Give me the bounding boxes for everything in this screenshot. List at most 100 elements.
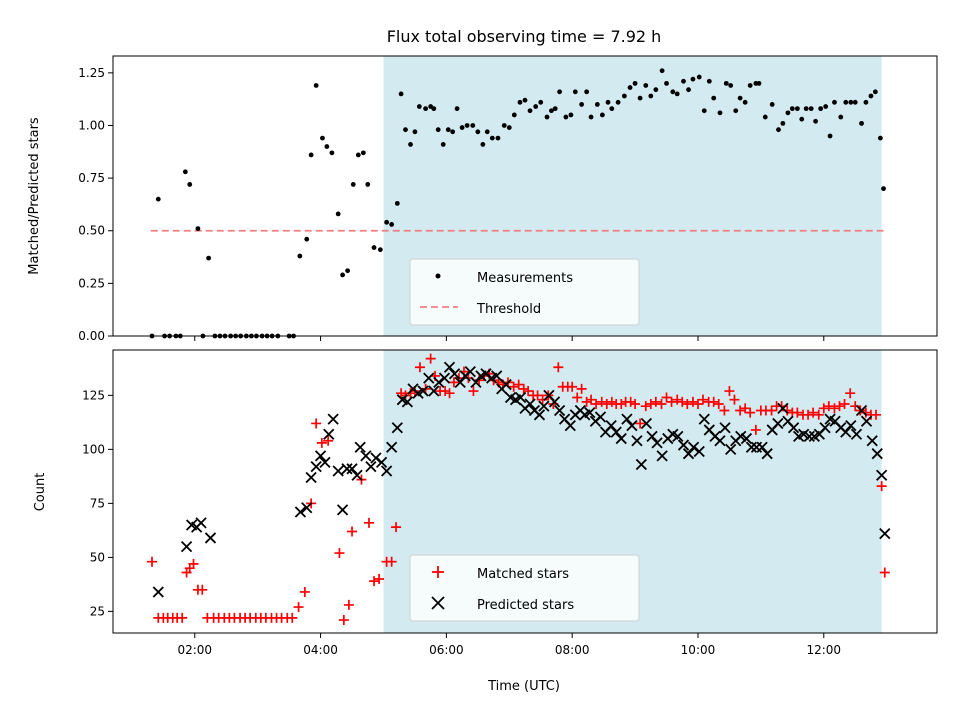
matched-star-point: [808, 407, 819, 418]
measurement-point: [475, 129, 481, 135]
measurement-point: [785, 110, 791, 116]
measurement-point: [690, 76, 696, 82]
matched-star-point: [834, 401, 845, 412]
matched-star-point: [177, 612, 188, 623]
measurement-point: [579, 102, 585, 107]
matched-star-point: [188, 558, 199, 569]
predicted-star-point: [319, 456, 331, 468]
measurement-point: [297, 253, 303, 259]
measurement-point: [423, 106, 429, 112]
measurement-point: [877, 135, 883, 141]
top-y-tick-label: 0.00: [78, 329, 105, 343]
matched-star-point: [596, 396, 607, 407]
predicted-star-point: [651, 437, 663, 449]
measurement-point: [848, 99, 854, 105]
matched-star-point: [316, 437, 327, 448]
predicted-star-point: [621, 413, 633, 425]
matched-star-point: [299, 586, 310, 597]
predicted-star-point: [693, 445, 705, 458]
legend-predicted-label: Predicted stars: [477, 598, 574, 613]
predicted-star-point: [772, 417, 784, 430]
measurement-point: [706, 78, 712, 84]
predicted-star-point: [180, 540, 193, 553]
predicted-star-point: [448, 368, 461, 380]
matched-star-point: [576, 383, 587, 394]
measurement-point: [440, 142, 446, 147]
predicted-star-point: [380, 465, 393, 477]
measurement-point: [187, 182, 193, 187]
predicted-star-point: [391, 422, 403, 434]
matched-star-point: [829, 403, 840, 414]
top-y-tick-label: 0.50: [78, 224, 105, 238]
bottom-y-tick-label: 75: [90, 496, 105, 510]
matched-star-point: [823, 401, 834, 412]
predicted-star-point: [626, 419, 638, 432]
matched-star-point: [745, 407, 756, 418]
top-panel: 0.00 0.25 0.50 0.75 1.00 1.25 Matched/Predict…: [27, 55, 938, 343]
measurement-point: [747, 83, 753, 88]
measurement-point: [621, 93, 627, 99]
predicted-star-point: [438, 372, 451, 384]
matched-star-point: [813, 409, 824, 420]
matched-star-point: [876, 481, 887, 492]
predicted-star-point: [640, 417, 653, 430]
measurement-point: [794, 106, 800, 112]
measurement-point: [659, 68, 665, 74]
measurement-point: [863, 99, 869, 105]
predicted-star-point: [443, 361, 456, 373]
measurement-point: [803, 106, 809, 112]
matched-star-point: [532, 390, 543, 401]
measurement-point: [384, 219, 390, 225]
measurement-point: [182, 169, 188, 175]
matched-star-point: [369, 576, 380, 587]
measurement-point: [733, 108, 739, 114]
measurement-point: [155, 196, 161, 202]
predicted-star-point: [879, 527, 891, 540]
predicted-star-point: [336, 504, 349, 516]
measurement-point: [859, 120, 864, 126]
predicted-star-point: [323, 428, 335, 440]
measurement-point: [711, 95, 717, 101]
measurement-point: [340, 272, 345, 278]
predicted-star-point: [761, 448, 773, 460]
predicted-star-point: [491, 370, 503, 382]
matched-star-point: [425, 353, 436, 364]
predicted-star-point: [698, 413, 710, 425]
matched-star-point: [713, 399, 724, 410]
predicted-star-point: [423, 372, 435, 384]
measurement-point: [511, 112, 517, 118]
predicted-star-point: [740, 432, 753, 445]
predicted-star-point: [677, 439, 690, 451]
matched-star-point: [879, 567, 890, 578]
measurement-point: [737, 95, 743, 101]
predicted-star-point: [195, 517, 207, 529]
matched-star-point: [645, 399, 656, 410]
x-axis-label: Time (UTC): [487, 679, 560, 694]
matched-star-point: [766, 405, 777, 416]
measurement-point: [377, 247, 383, 253]
matched-star-point: [146, 556, 157, 567]
predicted-star-point: [341, 463, 353, 475]
predicted-star-point: [370, 452, 382, 464]
predicted-star-point: [152, 586, 164, 598]
predicted-star-point: [756, 441, 768, 453]
measurement-point: [696, 74, 702, 80]
measurement-point: [588, 114, 594, 120]
predicted-star-point: [332, 465, 344, 477]
matched-star-point: [347, 526, 358, 537]
matched-star-point: [845, 388, 856, 399]
predicted-star-point: [360, 450, 372, 462]
measurement-point: [206, 255, 212, 261]
measurement-point: [445, 127, 451, 133]
predicted-star-point: [860, 415, 873, 427]
matched-star-point: [334, 548, 345, 559]
matched-star-point: [666, 396, 677, 407]
measurement-point: [195, 226, 201, 232]
measurement-point: [568, 112, 574, 118]
matched-star-point: [708, 396, 719, 407]
matched-star-point: [508, 381, 519, 392]
top-y-ticks: 0.00 0.25 0.50 0.75 1.00 1.25: [78, 66, 113, 343]
predicted-star-point: [719, 422, 731, 434]
predicted-star-point: [428, 385, 440, 397]
predicted-star-point: [204, 532, 217, 544]
